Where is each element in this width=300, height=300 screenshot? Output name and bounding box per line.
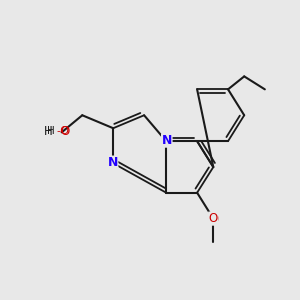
- Text: H: H: [44, 125, 53, 138]
- Text: -O: -O: [57, 126, 70, 136]
- Text: N: N: [107, 156, 118, 169]
- Text: N: N: [162, 134, 172, 147]
- Text: O: O: [209, 213, 218, 226]
- Text: H: H: [46, 126, 54, 136]
- Text: O: O: [60, 125, 69, 138]
- Text: O: O: [209, 212, 218, 225]
